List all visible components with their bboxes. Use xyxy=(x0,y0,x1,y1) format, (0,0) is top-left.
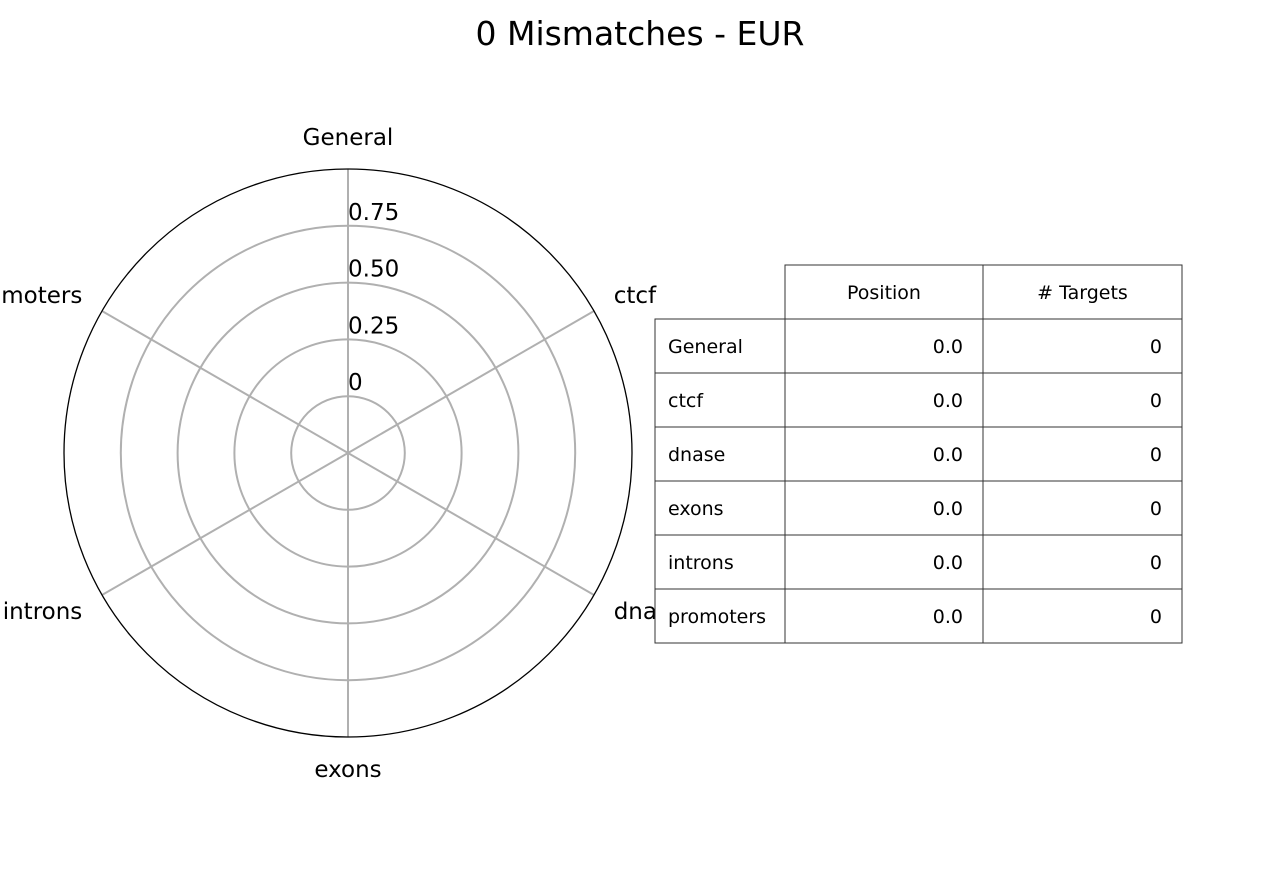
data-table: Position # Targets General 0.0 0 ctcf 0.0 0 dnas… xyxy=(654,264,1183,644)
table-row-label: General xyxy=(668,336,743,358)
table-cell-value: 0 xyxy=(1150,390,1162,412)
table-cell xyxy=(784,588,984,644)
table-row-label-cell xyxy=(654,318,786,374)
table-cell xyxy=(784,426,984,482)
table-cell-value: 0 xyxy=(1150,606,1162,628)
table-row-label: exons xyxy=(668,498,724,520)
table-row-label: dnase xyxy=(668,444,725,466)
table-cell xyxy=(982,480,1183,536)
table-cell xyxy=(982,372,1183,428)
table-row-label: ctcf xyxy=(668,390,704,412)
table-cell-value: 0 xyxy=(1150,444,1162,466)
radial-tick-label: 0.50 xyxy=(348,257,399,283)
table-cell-value: 0.0 xyxy=(933,606,963,628)
table-cell-value: 0.0 xyxy=(933,498,963,520)
table-cell-value: 0 xyxy=(1150,336,1162,358)
chart-title: 0 Mismatches - EUR xyxy=(475,14,804,53)
table-cell-value: 0.0 xyxy=(933,390,963,412)
table-cell-value: 0 xyxy=(1150,498,1162,520)
angular-gridline xyxy=(101,310,349,454)
table-row-label-cell xyxy=(654,480,786,536)
angular-gridline xyxy=(347,452,595,596)
table-cell-value: 0.0 xyxy=(933,336,963,358)
table-row-label: promoters xyxy=(668,606,766,628)
category-label: introns xyxy=(3,599,83,625)
polar-frame xyxy=(63,168,633,738)
table-row-label-cell xyxy=(654,426,786,482)
table-header-label: Position xyxy=(847,282,921,304)
table-header-cell xyxy=(982,264,1183,320)
category-label: ctcf xyxy=(614,283,657,309)
table-cell-value: 0 xyxy=(1150,552,1162,574)
table-cell xyxy=(784,372,984,428)
table-cell xyxy=(982,318,1183,374)
angular-gridline xyxy=(101,452,349,596)
table-cell-value: 0.0 xyxy=(933,552,963,574)
table-cell xyxy=(784,318,984,374)
table-header-label: # Targets xyxy=(1037,282,1128,304)
table-cell-value: 0.0 xyxy=(933,444,963,466)
category-label: exons xyxy=(314,757,381,783)
table-cell xyxy=(982,588,1183,644)
category-label: General xyxy=(303,125,394,151)
angular-gridline xyxy=(347,310,595,454)
table-cell xyxy=(982,534,1183,590)
table-header-cell xyxy=(784,264,984,320)
table-row-label: introns xyxy=(668,552,734,574)
polar-plot: 00.250.500.75 Generalctcfdnaseexonsintro… xyxy=(0,125,683,783)
radial-tick-label: 0.25 xyxy=(348,313,399,339)
radial-tick-label: 0 xyxy=(348,370,363,396)
radial-tick-label: 0.75 xyxy=(348,200,399,226)
table-row-label-cell xyxy=(654,588,786,644)
category-label: promoters xyxy=(0,283,82,309)
table-cell xyxy=(784,534,984,590)
